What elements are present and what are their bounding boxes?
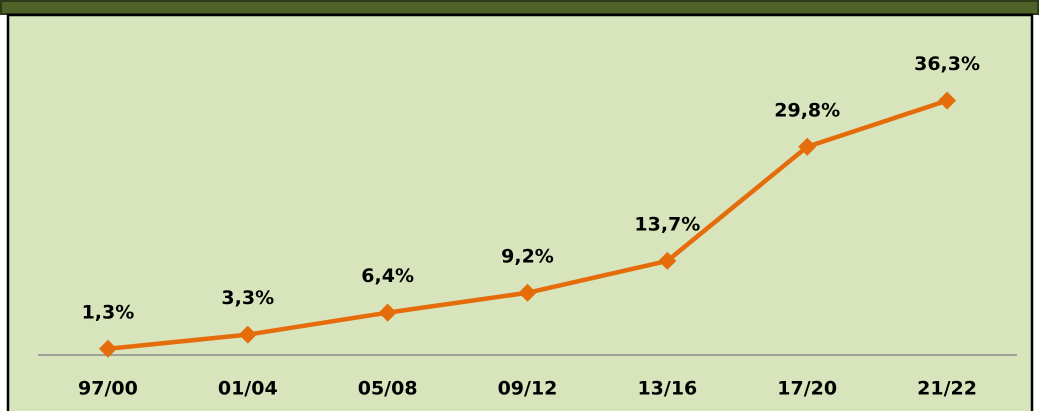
marker: [798, 137, 817, 156]
data-label: 13,7%: [634, 213, 700, 235]
data-label: 1,3%: [82, 301, 135, 323]
header-bar: [0, 0, 1039, 14]
data-label: 29,8%: [774, 99, 840, 121]
data-label: 36,3%: [914, 53, 980, 75]
x-tick-label: 05/08: [358, 378, 418, 400]
marker: [938, 91, 957, 110]
plot-panel: [6, 13, 1034, 411]
data-label: 6,4%: [361, 265, 414, 287]
marker: [658, 251, 677, 270]
marker: [98, 339, 117, 358]
x-tick-label: 01/04: [218, 378, 278, 400]
marker: [518, 283, 537, 302]
marker: [378, 303, 397, 322]
data-label: 3,3%: [221, 287, 274, 309]
x-tick-label: 17/20: [777, 378, 837, 400]
data-label: 9,2%: [501, 245, 554, 267]
x-tick-label: 13/16: [637, 378, 697, 400]
x-tick-label: 09/12: [498, 378, 558, 400]
x-tick-label: 97/00: [78, 378, 138, 400]
x-tick-label: 21/22: [917, 378, 977, 400]
marker: [238, 325, 257, 344]
